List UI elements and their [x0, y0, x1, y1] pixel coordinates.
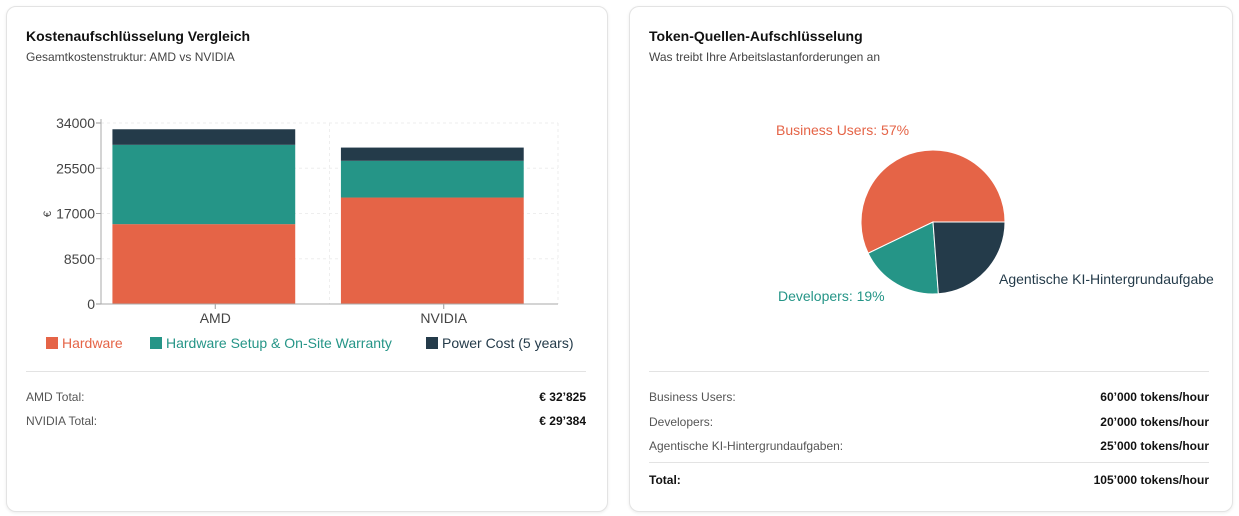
token-row-label: Business Users: [649, 390, 736, 404]
bar-amd-1 [112, 144, 296, 225]
nvidia-total-row: NVIDIA Total: € 29’384 [26, 414, 586, 428]
bar-nvidia-0 [340, 197, 524, 304]
legend-label: Hardware Setup & On-Site Warranty [166, 335, 392, 351]
bar-nvidia-1 [340, 160, 524, 198]
token-total-value: 105’000 tokens/hour [1093, 473, 1209, 487]
token-row: Developers: 20’000 tokens/hour [649, 415, 1209, 429]
y-tick-label: 34000 [56, 115, 95, 131]
y-tick-label: 25500 [56, 160, 95, 176]
cost-breakdown-card: Kostenaufschlüsselung Vergleich Gesamtko… [6, 6, 608, 512]
pie-slice [867, 221, 939, 295]
token-row: Agentische KI-Hintergrundaufgaben: 25’00… [649, 439, 1209, 453]
divider [649, 371, 1209, 372]
token-total-row: Total: 105’000 tokens/hour [649, 473, 1209, 487]
pie-slice [932, 221, 1006, 295]
token-row: Business Users: 60’000 tokens/hour [649, 390, 1209, 404]
token-row-value: 20’000 tokens/hour [1100, 415, 1209, 429]
card-title: Kostenaufschlüsselung Vergleich [26, 28, 251, 44]
bar-nvidia-2 [340, 147, 524, 161]
amd-total-value: € 32’825 [539, 390, 586, 404]
card-subtitle: Was treibt Ihre Arbeitslastanforderungen… [649, 50, 881, 64]
token-row-value: 25’000 tokens/hour [1100, 439, 1209, 453]
card-title: Token-Quellen-Aufschlüsselung [649, 28, 863, 44]
legend-swatch [46, 337, 58, 349]
amd-total-label: AMD Total: [26, 390, 85, 404]
y-tick-label: 0 [87, 296, 95, 312]
x-tick-label: AMD [200, 310, 231, 326]
pie-slice [860, 149, 1006, 254]
legend-label: Hardware [62, 335, 123, 351]
y-tick-label: 17000 [56, 206, 95, 222]
x-tick-label: NVIDIA [420, 310, 467, 326]
pie-label: Agentische KI-Hintergrundaufgaben: 24% [999, 271, 1214, 287]
y-tick-label: 8500 [64, 251, 95, 267]
divider [649, 462, 1209, 463]
divider [26, 371, 586, 372]
bar-amd-2 [112, 129, 296, 145]
legend-swatch [150, 337, 162, 349]
token-total-label: Total: [649, 473, 681, 487]
nvidia-total-value: € 29’384 [539, 414, 586, 428]
nvidia-total-label: NVIDIA Total: [26, 414, 98, 428]
token-row-label: Developers: [649, 415, 714, 429]
token-sources-card: Token-Quellen-Aufschlüsselung Was treibt… [629, 6, 1233, 512]
legend-label: Power Cost (5 years) [442, 335, 573, 351]
legend-swatch [426, 337, 438, 349]
card-subtitle: Gesamtkostenstruktur: AMD vs NVIDIA [26, 50, 235, 64]
pie-label: Business Users: 57% [776, 122, 909, 138]
pie-label: Developers: 19% [778, 288, 885, 304]
bar-amd-0 [112, 224, 296, 304]
pie-chart: Business Users: 57% Developers: 19% Agenti… [776, 122, 1214, 304]
amd-total-row: AMD Total: € 32’825 [26, 390, 586, 404]
stacked-bar-chart: 0 8500 17000 25500 34000 € AMD NVIDIA Hardware Ha… [42, 115, 573, 351]
token-row-label: Agentische KI-Hintergrundaufgaben: [649, 439, 844, 453]
y-axis-label: € [42, 211, 54, 217]
token-row-value: 60’000 tokens/hour [1100, 390, 1209, 404]
